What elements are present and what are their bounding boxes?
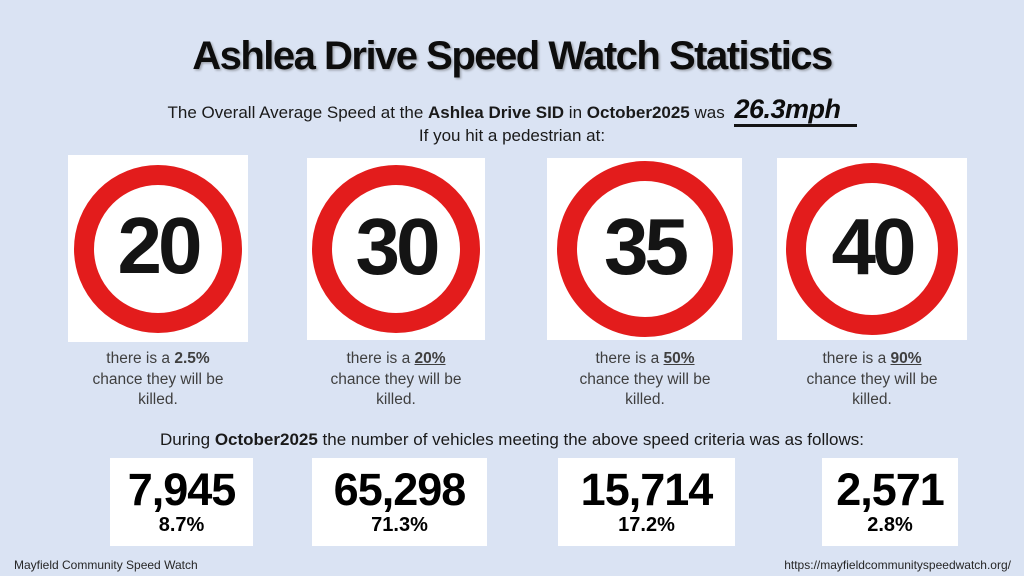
site-name: Ashlea Drive SID xyxy=(428,103,565,122)
fatality-caption-20: there is a 2.5% chance they will be kill… xyxy=(92,350,224,408)
vehicle-count: 65,298 xyxy=(333,463,467,515)
vehicle-count: 15,714 xyxy=(580,463,714,515)
subtitle-text: The Overall Average Speed at the xyxy=(167,103,429,122)
speed-sign-ring: 35 xyxy=(556,161,733,337)
fatality-chance-value: 50% xyxy=(663,350,695,367)
fatality-caption-35: there is a 50% chance they will be kille… xyxy=(579,350,711,408)
vehicle-count: 2,571 xyxy=(836,463,945,515)
vehicle-stat-35: 15,714 17.2% xyxy=(558,458,735,546)
speed-sign-value: 20 xyxy=(117,201,203,290)
speed-limit-sign-35: 35 xyxy=(547,158,742,340)
vehicle-percent: 8.7% xyxy=(158,514,205,537)
speed-sign-ring: 40 xyxy=(786,163,958,335)
speed-limit-sign-40: 40 xyxy=(777,158,967,340)
vehicle-percent: 71.3% xyxy=(371,514,428,537)
fatality-caption-30: there is a 20% chance they will be kille… xyxy=(330,350,462,408)
fatality-chance-value: 2.5% xyxy=(174,350,210,367)
speed-sign-ring: 30 xyxy=(312,165,480,333)
speed-limit-sign-30: 30 xyxy=(307,158,485,340)
month-label: October2025 xyxy=(586,103,690,122)
fatality-chance-value: 90% xyxy=(890,350,922,367)
page-title: Ashlea Drive Speed Watch Statistics xyxy=(192,34,833,78)
footer-organisation: Mayfield Community Speed Watch xyxy=(14,558,198,572)
average-speed-line: The Overall Average Speed at the Ashlea … xyxy=(0,96,1024,127)
footer-url: https://mayfieldcommunityspeedwatch.org/ xyxy=(784,558,1011,572)
speed-sign-value: 35 xyxy=(604,201,689,291)
pedestrian-intro-line: If you hit a pedestrian at: xyxy=(418,126,606,145)
speed-sign-value: 40 xyxy=(831,201,917,291)
fatality-caption-40: there is a 90% chance they will be kille… xyxy=(806,350,938,408)
speed-limit-sign-20: 20 xyxy=(68,155,248,342)
vehicle-percent: 17.2% xyxy=(618,514,675,537)
vehicle-stat-30: 65,298 71.3% xyxy=(312,458,487,546)
fatality-chance-value: 20% xyxy=(414,350,446,367)
vehicle-percent: 2.8% xyxy=(867,514,913,537)
speed-sign-ring: 20 xyxy=(74,164,242,333)
vehicle-count-intro-line: During October2025 the number of vehicle… xyxy=(160,430,864,449)
speed-sign-value: 30 xyxy=(355,201,441,291)
vehicle-count: 7,945 xyxy=(127,463,237,515)
average-speed-value: 26.3mph xyxy=(734,96,857,127)
vehicle-stat-40: 2,571 2.8% xyxy=(822,458,958,546)
month-label: October2025 xyxy=(214,430,318,449)
vehicle-stat-20: 7,945 8.7% xyxy=(110,458,253,546)
